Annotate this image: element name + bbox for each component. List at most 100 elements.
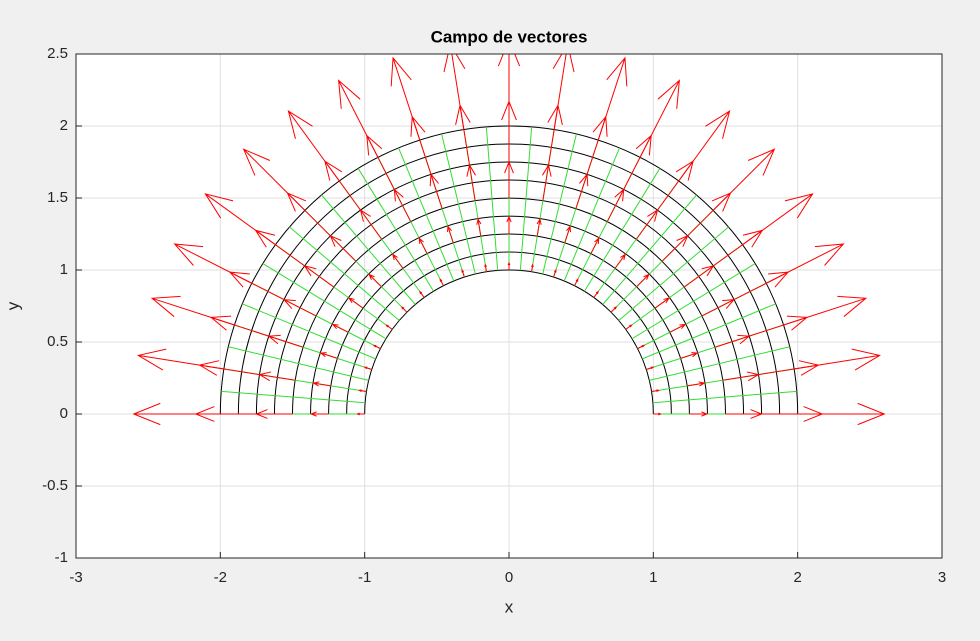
arrow	[137, 348, 224, 371]
arrow	[712, 148, 776, 211]
arrow	[654, 297, 671, 309]
arrow	[443, 54, 466, 130]
radial-line	[289, 226, 400, 321]
arrow	[794, 348, 881, 371]
y-tick-label: -0.5	[42, 477, 68, 494]
arrow	[701, 298, 736, 317]
arrow	[497, 54, 521, 126]
arrow	[765, 243, 845, 284]
arrow	[507, 261, 511, 270]
x-axis-label: x	[505, 597, 514, 616]
arrow	[447, 225, 454, 243]
arrow	[542, 163, 552, 201]
radial-line	[228, 346, 369, 381]
arrow	[637, 344, 646, 350]
arrow	[531, 263, 534, 272]
arrow	[564, 225, 571, 243]
radial-line	[602, 194, 697, 305]
arrow	[678, 110, 731, 182]
arrow	[309, 411, 329, 417]
arrow	[536, 217, 542, 237]
arrow	[331, 323, 349, 333]
arrow	[282, 298, 317, 317]
x-tick-label: 3	[938, 569, 946, 586]
radial-line	[642, 303, 776, 360]
arrow	[173, 243, 253, 284]
arrow	[687, 381, 706, 387]
arrow	[303, 265, 335, 288]
y-tick-label: 2.5	[47, 45, 68, 62]
arrow	[639, 79, 680, 158]
radial-line	[221, 390, 366, 404]
arrow	[356, 412, 365, 416]
arrow	[338, 79, 379, 158]
y-tick-label: 1.5	[47, 189, 68, 206]
arrow	[610, 306, 618, 313]
arrow	[574, 278, 579, 286]
arrow	[368, 273, 382, 288]
arrow	[783, 295, 868, 326]
arrow	[347, 297, 364, 309]
x-tick-label: 1	[649, 569, 657, 586]
arrow	[635, 209, 659, 240]
arrow	[461, 268, 465, 278]
arrow	[329, 234, 357, 262]
arrow	[391, 253, 404, 269]
arrow	[661, 234, 689, 262]
radial-line	[398, 147, 455, 282]
arrow	[132, 402, 221, 426]
chart-title: Campo de vectores	[431, 27, 588, 46]
arrow	[653, 412, 662, 416]
radial-line	[242, 303, 376, 360]
radial-line	[357, 168, 435, 292]
labels: -3 -2 -1 0 1 2 3 -1 -0.5 0 0.5 1 1.5 2 2.5	[42, 45, 946, 586]
arrow	[419, 290, 425, 298]
arrow	[312, 381, 331, 387]
arrow	[742, 193, 814, 246]
x-tick-label: -3	[69, 569, 82, 586]
arrow	[439, 278, 444, 286]
radial-line	[542, 133, 577, 275]
arrow	[683, 265, 715, 288]
arrow	[552, 54, 575, 130]
radial-line	[583, 168, 661, 292]
radial-line	[563, 147, 620, 282]
arrow	[646, 366, 655, 370]
arrow	[385, 324, 393, 330]
x-tick-label: -1	[358, 569, 371, 586]
arrow	[593, 290, 599, 298]
radial-line	[485, 126, 499, 271]
arrow	[429, 173, 443, 209]
arrow	[797, 402, 886, 426]
arrow	[372, 344, 381, 350]
radial-line	[519, 126, 533, 271]
x-tick-label: -2	[214, 569, 227, 586]
plot	[132, 54, 886, 426]
arrow	[242, 148, 306, 211]
y-tick-label: 0.5	[47, 333, 68, 350]
arrow	[689, 411, 709, 417]
y-tick-label: 2	[60, 117, 68, 134]
arrow	[476, 217, 482, 237]
x-tick-label: 2	[793, 569, 801, 586]
arrow	[651, 389, 661, 392]
arrow	[267, 334, 304, 348]
arrow	[255, 409, 293, 419]
arrow	[669, 323, 687, 333]
arrow	[506, 215, 512, 234]
y-tick-label: 0	[60, 405, 68, 422]
arrow	[418, 237, 428, 254]
arrow	[553, 268, 557, 278]
arrow	[597, 56, 628, 141]
arrow	[150, 295, 235, 326]
radial-line	[652, 390, 797, 404]
y-tick-label: -1	[55, 549, 68, 566]
arrow	[590, 237, 600, 254]
arrow	[484, 263, 487, 272]
radial-line	[631, 263, 756, 340]
arrow	[614, 253, 627, 269]
arrow	[714, 334, 751, 348]
arrow	[575, 173, 589, 209]
arrow	[400, 306, 408, 313]
